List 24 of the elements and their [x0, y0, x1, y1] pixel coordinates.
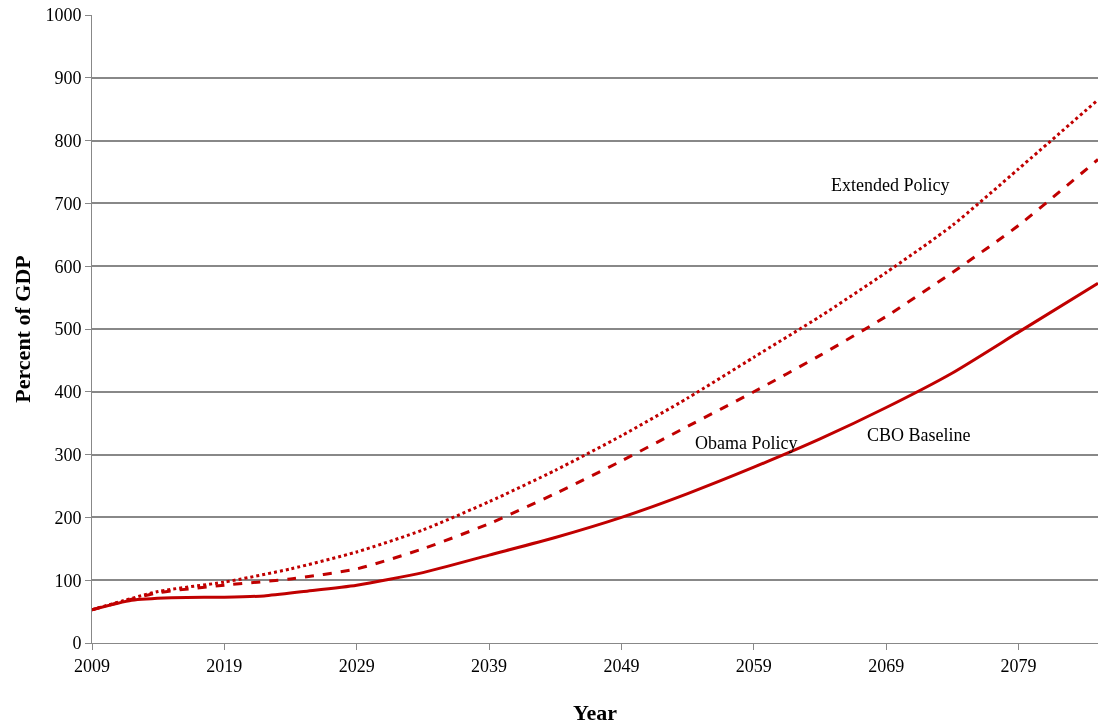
y-tick-label: 400	[54, 382, 82, 403]
series-label: Obama Policy	[695, 433, 798, 453]
x-tick-label: 2069	[868, 655, 905, 676]
x-tick-label: 2009	[74, 655, 110, 676]
y-tick-label: 200	[54, 507, 82, 528]
y-tick-label: 800	[54, 130, 82, 151]
y-tick-label: 700	[54, 193, 82, 214]
y-tick-label: 300	[54, 444, 82, 465]
x-axis-title: Year	[573, 700, 618, 726]
y-tick-label: 1000	[45, 5, 82, 26]
y-tick-label: 0	[72, 633, 82, 654]
x-tick-label: 2039	[471, 655, 508, 676]
y-tick-label: 100	[54, 570, 82, 591]
y-tick-label: 600	[54, 256, 82, 277]
series-label: CBO Baseline	[867, 425, 971, 445]
series-label: Extended Policy	[831, 175, 950, 195]
y-axis-title: Percent of GDP	[10, 255, 36, 403]
x-tick-label: 2019	[206, 655, 243, 676]
x-tick-label: 2059	[735, 655, 772, 676]
x-tick-label: 2049	[603, 655, 640, 676]
x-tick-label: 2029	[338, 655, 375, 676]
y-tick-label: 900	[54, 68, 82, 89]
y-tick-label: 500	[54, 319, 82, 340]
x-tick-label: 2079	[1000, 655, 1037, 676]
